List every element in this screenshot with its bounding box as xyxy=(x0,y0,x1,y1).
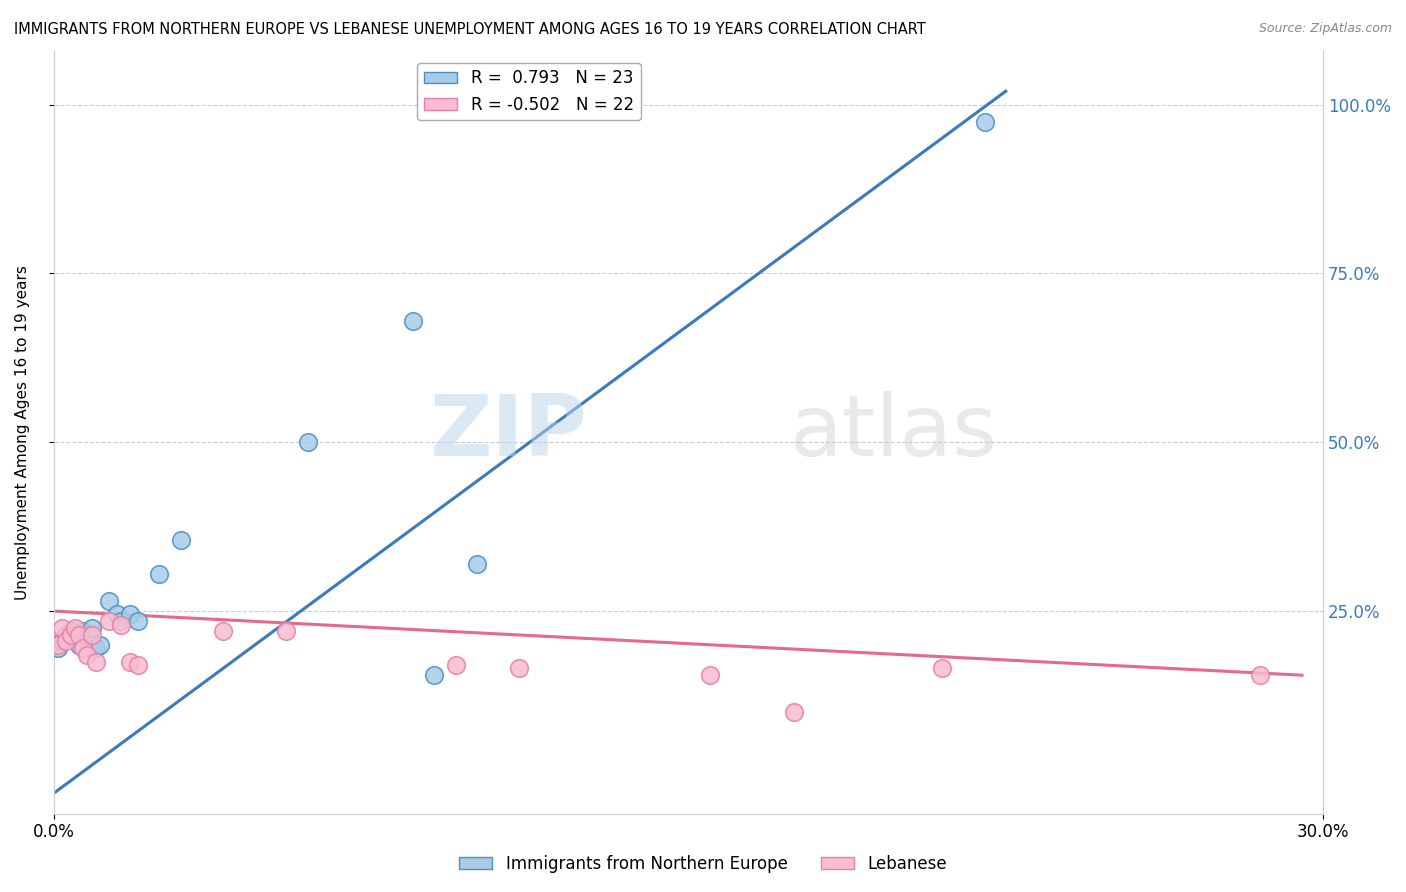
Point xyxy=(423,668,446,682)
Point xyxy=(110,617,132,632)
Point xyxy=(51,621,73,635)
Legend: R =  0.793   N = 23, R = -0.502   N = 22: R = 0.793 N = 23, R = -0.502 N = 22 xyxy=(418,62,641,120)
Point xyxy=(46,641,69,656)
Point xyxy=(80,628,103,642)
Point xyxy=(1249,668,1271,682)
Point xyxy=(118,607,141,622)
Point xyxy=(97,594,120,608)
Point xyxy=(973,114,995,128)
Point xyxy=(212,624,235,639)
Point xyxy=(118,655,141,669)
Point xyxy=(297,435,319,450)
Text: IMMIGRANTS FROM NORTHERN EUROPE VS LEBANESE UNEMPLOYMENT AMONG AGES 16 TO 19 YEA: IMMIGRANTS FROM NORTHERN EUROPE VS LEBAN… xyxy=(14,22,925,37)
Point xyxy=(46,638,69,652)
Point xyxy=(402,314,425,328)
Point xyxy=(105,607,128,622)
Point xyxy=(465,557,488,571)
Point xyxy=(55,634,77,648)
Point xyxy=(931,661,953,675)
Point xyxy=(59,628,82,642)
Point xyxy=(508,661,530,675)
Point xyxy=(51,634,73,648)
Point xyxy=(699,668,721,682)
Point xyxy=(84,641,107,656)
Point xyxy=(67,628,90,642)
Point xyxy=(110,614,132,628)
Point xyxy=(80,621,103,635)
Point xyxy=(55,628,77,642)
Point xyxy=(148,566,170,581)
Y-axis label: Unemployment Among Ages 16 to 19 years: Unemployment Among Ages 16 to 19 years xyxy=(15,265,30,599)
Point xyxy=(127,658,149,673)
Text: atlas: atlas xyxy=(790,391,998,474)
Point xyxy=(72,641,94,656)
Point xyxy=(63,621,86,635)
Point xyxy=(84,655,107,669)
Point xyxy=(63,631,86,645)
Text: Source: ZipAtlas.com: Source: ZipAtlas.com xyxy=(1258,22,1392,36)
Point xyxy=(169,533,191,548)
Point xyxy=(127,614,149,628)
Point xyxy=(97,614,120,628)
Legend: Immigrants from Northern Europe, Lebanese: Immigrants from Northern Europe, Lebanes… xyxy=(453,848,953,880)
Point xyxy=(67,638,90,652)
Point xyxy=(59,624,82,639)
Point xyxy=(72,624,94,639)
Point xyxy=(76,628,98,642)
Point xyxy=(76,648,98,662)
Point xyxy=(783,706,806,720)
Text: ZIP: ZIP xyxy=(429,391,586,474)
Point xyxy=(89,638,111,652)
Point xyxy=(276,624,298,639)
Point xyxy=(444,658,467,673)
